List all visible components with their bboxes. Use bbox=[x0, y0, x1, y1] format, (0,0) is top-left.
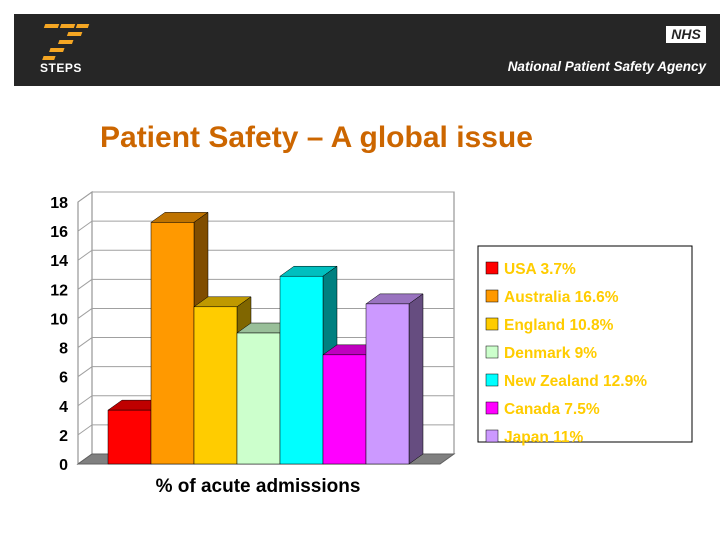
gridline-side bbox=[77, 424, 93, 436]
legend-swatch bbox=[485, 373, 499, 387]
nhs-logo: NHS bbox=[666, 26, 706, 43]
gridline-side bbox=[77, 249, 93, 261]
bar-side bbox=[408, 293, 424, 465]
bar-denmark bbox=[236, 332, 281, 465]
legend-swatch bbox=[485, 401, 499, 415]
bar-usa bbox=[107, 409, 152, 465]
x-axis-label: % of acute admissions bbox=[156, 476, 361, 497]
legend-label: Denmark 9% bbox=[504, 345, 597, 362]
legend-label: Canada 7.5% bbox=[504, 401, 600, 418]
y-tick-label: 10 bbox=[50, 311, 68, 328]
legend-swatch bbox=[485, 429, 499, 443]
legend-swatch bbox=[485, 317, 499, 331]
header-banner: STEPS NHS National Patient Safety Agency bbox=[14, 14, 720, 86]
y-tick-label: 14 bbox=[50, 253, 68, 270]
bar-chart: 0 2 4 6 8 10 12 14 16 18 % of acute admissions USA … bbox=[50, 191, 693, 497]
gridline-side bbox=[77, 308, 93, 319]
gridline-side bbox=[77, 337, 93, 348]
y-tick-label: 6 bbox=[59, 370, 68, 387]
y-tick-label: 18 bbox=[50, 195, 68, 212]
bar-canada bbox=[322, 354, 367, 465]
y-tick-label: 12 bbox=[50, 282, 68, 299]
bar-new-zealand bbox=[279, 275, 324, 465]
legend-label: USA 3.7% bbox=[504, 261, 576, 278]
steps-logo-icon bbox=[42, 24, 90, 60]
steps-logo-text: STEPS bbox=[40, 61, 82, 75]
gridline-side bbox=[77, 395, 93, 407]
gridline-side bbox=[77, 366, 93, 378]
bar-england bbox=[193, 306, 238, 465]
legend-label: New Zealand 12.9% bbox=[504, 373, 647, 390]
gridline-side bbox=[77, 191, 93, 203]
bar-japan bbox=[365, 303, 410, 465]
legend-box bbox=[477, 245, 693, 443]
bar-australia bbox=[150, 222, 195, 465]
gridline-side bbox=[77, 278, 93, 290]
y-tick-label: 8 bbox=[59, 341, 68, 358]
y-tick-label: 2 bbox=[59, 428, 68, 445]
gridline-side bbox=[77, 220, 93, 232]
legend-label: Australia 16.6% bbox=[504, 289, 619, 306]
chart-side-wall bbox=[77, 191, 93, 465]
legend-label: England 10.8% bbox=[504, 317, 614, 334]
agency-name: National Patient Safety Agency bbox=[507, 59, 706, 74]
legend-swatch bbox=[485, 261, 499, 275]
legend-label: Japan 11% bbox=[504, 429, 583, 446]
legend-swatch bbox=[485, 289, 499, 303]
slide-title: Patient Safety – A global issue bbox=[100, 121, 533, 154]
y-tick-label: 0 bbox=[59, 457, 68, 474]
legend-swatch bbox=[485, 345, 499, 359]
y-tick-label: 4 bbox=[59, 399, 68, 416]
y-tick-label: 16 bbox=[50, 224, 68, 241]
